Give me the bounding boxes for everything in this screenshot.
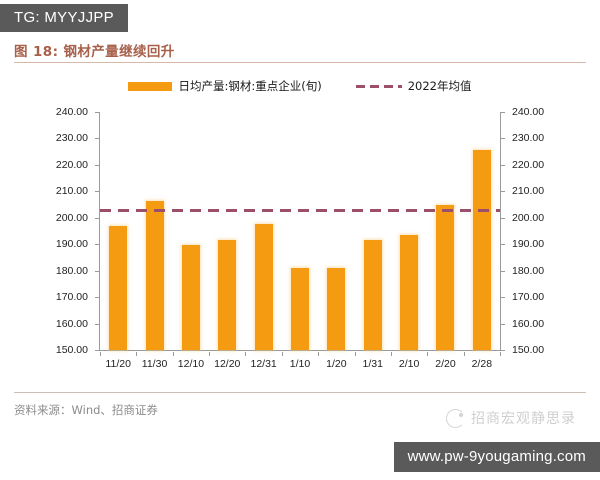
- y-tick-label: 210.00: [55, 185, 88, 198]
- legend-dashed-line-swatch-icon: [355, 82, 402, 91]
- y-tick-mark: [95, 191, 99, 193]
- y-tick-mark: [95, 112, 99, 113]
- y-tick-mark: [501, 297, 505, 299]
- x-tick-label: 11/20: [105, 358, 131, 370]
- y-axis-right-line: [500, 112, 501, 350]
- y-tick-label: 150.00: [512, 344, 545, 356]
- title-divider: [14, 62, 586, 63]
- y-axis-right: 240.00 230.00 220.00 210.00 200.00 190.00 180.…: [512, 100, 564, 365]
- x-tick-label: 2/28: [471, 358, 493, 370]
- y-tick-label: 150.00: [55, 344, 88, 356]
- bar-12-31[interactable]: [254, 224, 273, 350]
- x-tick-mark: [354, 352, 356, 356]
- x-tick-mark: [500, 352, 501, 356]
- x-tick-label: 2/10: [398, 358, 420, 370]
- chart-legend: 日均产量:钢材:重点企业(旬) 2022年均值: [0, 78, 600, 94]
- bar-12-20[interactable]: [218, 240, 237, 350]
- x-tick-mark: [427, 352, 429, 356]
- bar-11-20[interactable]: [109, 225, 128, 350]
- x-tick-mark: [245, 352, 247, 356]
- x-axis-line: [99, 350, 501, 351]
- y-tick-label: 190.00: [55, 238, 88, 251]
- bar-2-20[interactable]: [436, 204, 455, 350]
- bar-11-30[interactable]: [145, 200, 164, 350]
- bar-2-10[interactable]: [400, 235, 419, 350]
- source-note: 资料来源：Wind、招商证券: [14, 403, 158, 417]
- x-tick-mark: [281, 352, 283, 356]
- watermark: 招商宏观静思录: [446, 408, 576, 428]
- bar-1-31[interactable]: [363, 240, 382, 350]
- footer-divider: [14, 392, 586, 393]
- x-tick-label: 1/20: [326, 358, 347, 370]
- bar-1-20[interactable]: [327, 268, 346, 350]
- url-watermark: www.pw-9yougaming.com: [393, 442, 600, 472]
- y-tick-label: 220.00: [512, 158, 545, 171]
- y-tick-label: 230.00: [512, 132, 545, 145]
- y-tick-label: 160.00: [512, 317, 545, 330]
- y-tick-mark: [501, 244, 505, 246]
- y-tick-mark: [501, 112, 505, 113]
- x-tick-mark: [172, 352, 174, 356]
- legend-bar-swatch-icon: [128, 81, 173, 91]
- x-tick-mark: [209, 352, 211, 356]
- circle-swirl-icon: [446, 408, 465, 428]
- legend-item-bar[interactable]: 日均产量:钢材:重点企业(旬): [128, 78, 322, 94]
- x-tick-label: 1/31: [362, 358, 383, 370]
- average-reference-line: [100, 208, 500, 212]
- y-tick-label: 160.00: [55, 317, 88, 330]
- x-tick-label: 11/30: [141, 358, 168, 370]
- x-tick-label: 12/20: [214, 358, 241, 370]
- x-tick-label: 12/31: [250, 358, 277, 370]
- y-tick-mark: [95, 217, 99, 219]
- y-tick-mark: [95, 164, 99, 166]
- y-tick-mark: [501, 350, 505, 351]
- chart-area: 240.00 230.00 220.00 210.00 200.00 190.00 180.…: [0, 100, 600, 370]
- x-tick-label: 2/20: [435, 358, 456, 370]
- y-tick-mark: [95, 297, 99, 299]
- y-tick-label: 230.00: [55, 132, 88, 145]
- y-axis-left-line: [99, 112, 100, 350]
- x-tick-mark: [136, 352, 138, 356]
- y-tick-mark: [95, 270, 99, 272]
- x-tick-mark: [318, 352, 320, 356]
- x-tick-mark: [390, 352, 392, 356]
- y-tick-label: 200.00: [512, 211, 545, 224]
- y-tick-label: 180.00: [512, 264, 545, 277]
- y-tick-mark: [95, 350, 99, 351]
- y-tick-mark: [501, 138, 505, 140]
- y-tick-mark: [95, 138, 99, 140]
- y-tick-label: 180.00: [55, 264, 88, 277]
- y-tick-label: 240.00: [55, 106, 88, 118]
- y-tick-label: 240.00: [512, 106, 545, 118]
- bar-2-28[interactable]: [472, 149, 491, 350]
- bar-1-10[interactable]: [291, 268, 309, 350]
- tag-badge: TG: MYYJJPP: [0, 4, 128, 32]
- y-tick-mark: [501, 323, 505, 325]
- x-tick-label: 12/10: [177, 358, 205, 370]
- plot-bars: [100, 112, 500, 350]
- x-tick-label: 1/10: [289, 358, 311, 370]
- y-axis-left: 240.00 230.00 220.00 210.00 200.00 190.00 180.…: [36, 100, 88, 365]
- x-axis-labels: 11/20 11/30 12/10 12/20 12/31 1/10 1/20 1/31 2/1…: [100, 352, 501, 372]
- legend-item-label: 日均产量:钢材:重点企业(旬): [178, 79, 322, 93]
- bar-12-10[interactable]: [181, 244, 200, 350]
- y-tick-label: 190.00: [512, 238, 545, 251]
- y-tick-mark: [95, 323, 99, 325]
- y-tick-mark: [501, 191, 505, 193]
- y-tick-mark: [95, 244, 99, 246]
- y-tick-label: 200.00: [55, 211, 88, 224]
- y-tick-label: 220.00: [55, 158, 88, 171]
- watermark-label: 招商宏观静思录: [471, 411, 576, 427]
- page-title: 图 18: 钢材产量继续回升: [14, 44, 175, 60]
- y-tick-mark: [501, 164, 505, 166]
- y-tick-label: 170.00: [55, 291, 88, 304]
- legend-item-average-line[interactable]: 2022年均值: [355, 78, 472, 94]
- x-tick-mark: [100, 352, 101, 356]
- y-tick-label: 170.00: [512, 291, 545, 304]
- y-tick-label: 210.00: [512, 185, 545, 198]
- y-tick-mark: [501, 217, 505, 219]
- x-tick-mark: [463, 352, 465, 356]
- legend-item-label: 2022年均值: [407, 79, 472, 93]
- y-tick-mark: [501, 270, 505, 272]
